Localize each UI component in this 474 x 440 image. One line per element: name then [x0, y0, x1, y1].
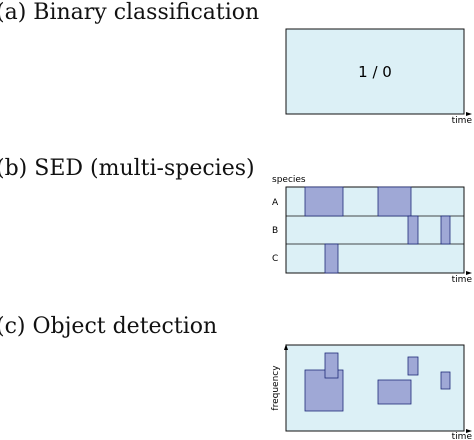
- heading-binary-classification: (a) Binary classification: [0, 0, 260, 25]
- binary-label: 1 / 0: [358, 63, 392, 81]
- panel-b-species-axis-label: species: [272, 175, 306, 185]
- event-box-c-1: [324, 243, 339, 274]
- event-box-b-1: [407, 215, 419, 245]
- panel-a-frame: [285, 28, 465, 115]
- detection-box-2: [324, 352, 339, 379]
- panel-b-time-axis-label: time: [452, 275, 473, 285]
- panel-object-detection: frequency time: [271, 344, 472, 440]
- species-label-a: A: [272, 198, 279, 208]
- panel-c-time-axis-label: time: [452, 432, 473, 440]
- detection-box-4: [407, 356, 419, 376]
- detection-box-3: [377, 379, 412, 405]
- species-label-b: B: [272, 226, 278, 236]
- heading-sed-multi-species: (b) SED (multi-species): [0, 156, 255, 181]
- heading-object-detection: (c) Object detection: [0, 314, 218, 339]
- panel-b-time-arrow-icon: [466, 271, 472, 275]
- event-box-a-2: [377, 186, 412, 217]
- panel-c-time-arrow-icon: [466, 429, 472, 433]
- panel-sed-multi-species: species A B C time: [272, 175, 472, 285]
- species-label-c: C: [272, 254, 278, 264]
- panel-a-time-axis-label: time: [452, 116, 473, 126]
- panel-c-frequency-arrow-icon: [284, 344, 288, 350]
- event-box-b-2: [440, 215, 451, 245]
- panel-b-frame: [285, 186, 465, 274]
- event-box-a-1: [304, 186, 344, 217]
- panel-c-frequency-axis-label: frequency: [271, 365, 281, 411]
- detection-box-5: [440, 371, 451, 390]
- panel-binary-classification: 1 / 0 time: [285, 28, 473, 126]
- panel-a-time-arrow-icon: [466, 112, 472, 116]
